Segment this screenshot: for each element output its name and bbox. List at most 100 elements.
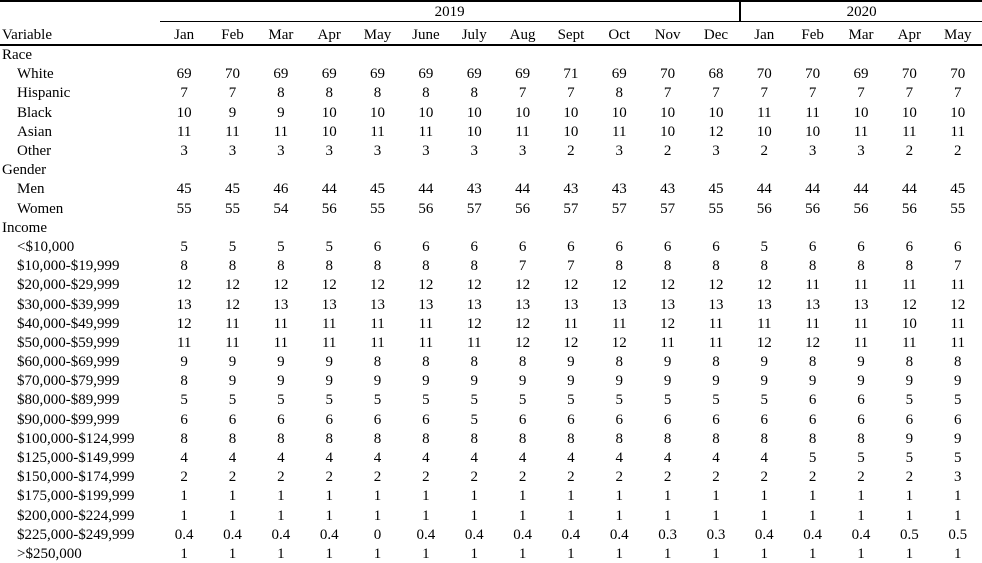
- value-cell: 4: [712, 450, 720, 467]
- value-cell: 2: [615, 469, 624, 486]
- value-cell: 1: [160, 544, 209, 563]
- section-label: Gender: [2, 162, 47, 179]
- value-cell: 1: [615, 507, 624, 524]
- value-cell: 0.4: [851, 526, 871, 543]
- value-cell: 5: [180, 238, 188, 255]
- value-cell: 11: [805, 104, 820, 121]
- value-cell: 43: [660, 181, 676, 198]
- value-cell: 45: [950, 181, 966, 198]
- value-cell: 13: [176, 296, 192, 313]
- value-cell: 57: [660, 200, 676, 217]
- value-cell: 0.4: [609, 526, 629, 543]
- value-cell: 11: [757, 315, 772, 332]
- value-cell: 5: [760, 238, 769, 255]
- table-header: 2019 2020 Variable Jan Feb Mar Apr May June July A…: [0, 0, 982, 46]
- value-cell: 8: [518, 430, 527, 447]
- row-label: Asian: [17, 123, 52, 140]
- value-cell: 5: [615, 392, 624, 409]
- value-cell: 45: [370, 181, 386, 198]
- value-cell: 5: [228, 238, 237, 255]
- value-cell: 12: [805, 334, 821, 351]
- value-cell: 8: [373, 430, 382, 447]
- value-cell: 11: [708, 315, 724, 332]
- row-label: $90,000-$99,999: [17, 411, 120, 428]
- value-cell: 4: [422, 450, 430, 467]
- value-cell: 4: [567, 450, 575, 467]
- value-cell: 8: [615, 85, 624, 102]
- value-cell: 8: [518, 354, 527, 371]
- value-cell: 11: [225, 315, 240, 332]
- table-row: $50,000-$59,999 11 11 11 11 11 11 11 12 12 12 11 11 1…: [0, 334, 982, 353]
- row-label: $20,000-$29,999: [17, 277, 120, 294]
- value-cell: 8: [663, 430, 672, 447]
- month-header: Oct: [595, 21, 644, 46]
- row-label: Other: [17, 143, 52, 160]
- value-cell: 6: [518, 411, 527, 428]
- value-cell: 3: [470, 143, 478, 160]
- value-cell: 1: [277, 488, 285, 505]
- value-cell: 1: [808, 488, 817, 505]
- value-cell: 6: [567, 411, 575, 428]
- table-row: Asian 11 11 11 10 11 11 10 11 10 11 10 12 10 10 11 11 11: [0, 123, 982, 142]
- value-cell: 44: [418, 181, 434, 198]
- value-cell: 8: [422, 430, 430, 447]
- value-cell: 8: [857, 258, 865, 275]
- value-cell: 70: [225, 66, 241, 83]
- value-cell: 3: [325, 143, 333, 160]
- value-cell: 8: [325, 258, 333, 275]
- value-cell: 8: [180, 430, 188, 447]
- value-cell: 11: [418, 334, 434, 351]
- corner-cell: [0, 0, 160, 22]
- value-cell: 2: [905, 143, 914, 160]
- value-cell: 44: [321, 181, 337, 198]
- month-header: June: [401, 21, 451, 46]
- year-label: 2020: [739, 0, 982, 22]
- row-label: Black: [17, 104, 52, 121]
- value-cell: 7: [712, 85, 720, 102]
- value-cell: 0.4: [319, 526, 339, 543]
- value-cell: 1: [885, 544, 934, 563]
- value-cell: 9: [277, 373, 285, 390]
- value-cell: 1: [256, 544, 306, 563]
- value-cell: 1: [663, 507, 672, 524]
- value-cell: 7: [518, 258, 527, 275]
- row-label: Men: [17, 181, 45, 198]
- value-cell: 3: [180, 143, 188, 160]
- value-cell: 6: [808, 392, 817, 409]
- value-cell: 7: [857, 85, 865, 102]
- value-cell: 8: [808, 258, 817, 275]
- value-cell: 10: [370, 104, 386, 121]
- value-cell: 2: [373, 469, 382, 486]
- value-cell: 3: [712, 143, 720, 160]
- table-row: $60,000-$69,999 9 9 9 9 8 8 8 8 9 8 9 8 9 8 9 8 8: [0, 353, 982, 372]
- value-cell: 5: [905, 450, 914, 467]
- value-cell: 56: [853, 200, 869, 217]
- value-cell: 7: [954, 85, 962, 102]
- value-cell: 55: [950, 200, 966, 217]
- value-cell: 3: [373, 143, 382, 160]
- value-cell: 44: [901, 181, 917, 198]
- value-cell: 2: [470, 469, 478, 486]
- value-cell: 1: [954, 488, 962, 505]
- value-cell: 6: [954, 238, 962, 255]
- value-cell: 2: [180, 469, 188, 486]
- value-cell: 9: [857, 373, 865, 390]
- value-cell: 5: [567, 392, 575, 409]
- value-cell: 4: [663, 450, 672, 467]
- value-cell: 1: [954, 507, 962, 524]
- value-cell: 11: [660, 334, 675, 351]
- value-cell: 3: [518, 143, 527, 160]
- table-row: Black 10 9 9 10 10 10 10 10 10 10 10 10 11 11 10 10 10: [0, 104, 982, 123]
- section-header-row: Gender: [0, 161, 982, 180]
- value-cell: 12: [515, 315, 531, 332]
- value-cell: 6: [325, 411, 333, 428]
- value-cell: 8: [760, 430, 769, 447]
- table-row: $90,000-$99,999 6 6 6 6 6 6 5 6 6 6 6 6 6 6 6 6 6: [0, 411, 982, 430]
- row-label: White: [17, 66, 54, 83]
- value-cell: 8: [712, 430, 720, 447]
- value-cell: 1: [401, 544, 451, 563]
- value-cell: 3: [277, 143, 285, 160]
- row-label: Women: [17, 200, 64, 217]
- value-cell: 5: [325, 238, 333, 255]
- value-cell: 10: [660, 104, 676, 121]
